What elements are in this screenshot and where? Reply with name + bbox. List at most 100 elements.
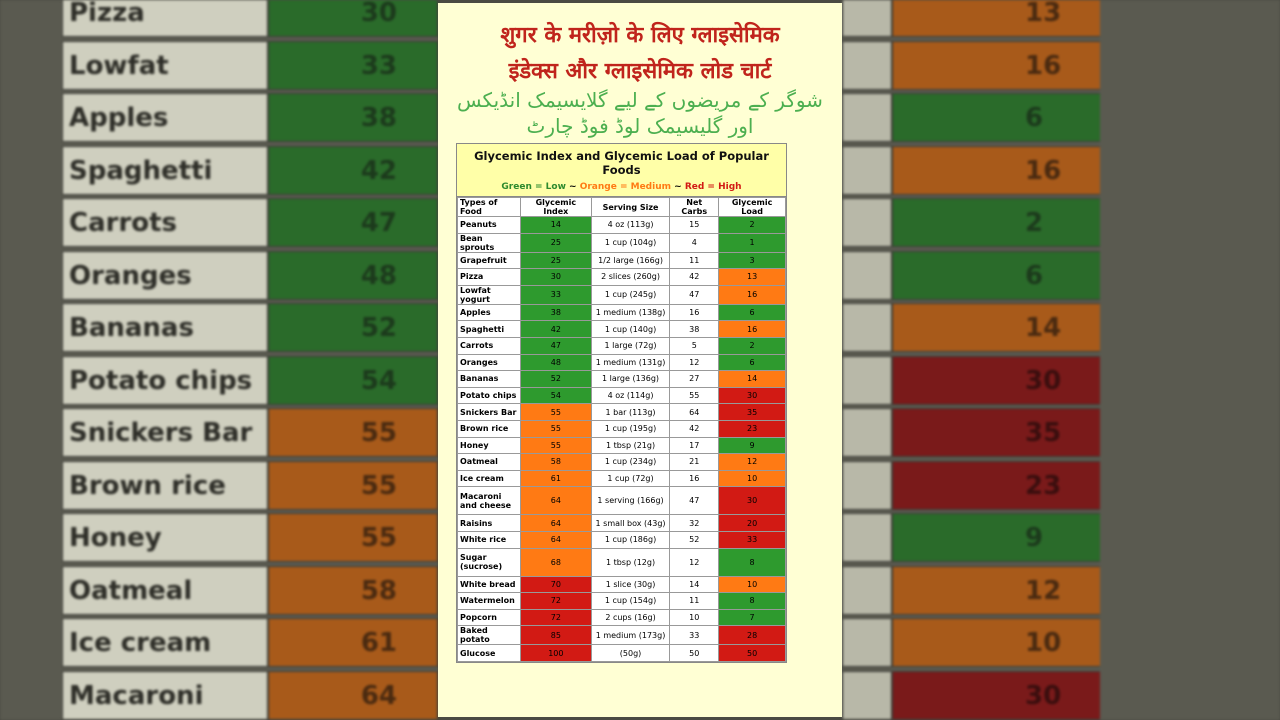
background-gi-value: 38 xyxy=(268,93,438,142)
table-header-row: Types of Food Glycemic Index Serving Siz… xyxy=(457,197,786,217)
table-row: Honey 55 1 tbsp (21g) 17 9 xyxy=(457,436,786,455)
cell-gl: 2 xyxy=(718,216,786,234)
background-row: 35 xyxy=(842,408,1280,458)
cell-carbs: 27 xyxy=(669,370,720,388)
background-row: Oranges 48 xyxy=(0,250,438,301)
legend-separator: ~ xyxy=(671,182,685,192)
cell-gl: 16 xyxy=(718,284,786,305)
cell-serving: 1 cup (186g) xyxy=(590,530,671,549)
cell-gl: 28 xyxy=(718,625,786,646)
urdu-title-line-1: شوگر کے مریضوں کے لیے گلایسیمک انڈیکس xyxy=(457,88,823,112)
cell-food: White bread xyxy=(457,575,521,594)
background-food-name: Oranges xyxy=(62,250,268,300)
background-row: 9 xyxy=(842,513,1280,563)
cell-gi: 72 xyxy=(519,608,592,627)
cell-food: Popcorn xyxy=(457,608,521,627)
background-edge xyxy=(1100,355,1280,405)
cell-serving: 1 cup (104g) xyxy=(590,232,671,253)
cell-gi: 14 xyxy=(519,216,592,234)
table-row: Ice cream 61 1 cup (72g) 16 10 xyxy=(457,469,786,488)
cell-carbs: 16 xyxy=(669,303,720,322)
table-row: Pizza 30 2 slices (260g) 42 13 xyxy=(457,268,786,286)
background-edge xyxy=(1100,408,1280,457)
background-row: Snickers Bar 55 xyxy=(0,408,438,458)
background-edge xyxy=(1100,670,1280,720)
cell-serving: 1 cup (140g) xyxy=(590,320,671,338)
table-row: Lowfat yogurt 33 1 cup (245g) 47 16 xyxy=(457,284,786,305)
table-row: Raisins 64 1 small box (43g) 32 20 xyxy=(457,514,786,532)
table-row: Grapefruit 25 1/2 large (166g) 11 3 xyxy=(457,251,786,270)
background-row: Apples 38 xyxy=(0,93,438,143)
background-row: 30 xyxy=(842,670,1280,720)
cell-carbs: 11 xyxy=(669,592,720,610)
background-row: 6 xyxy=(842,250,1280,301)
cell-carbs: 4 xyxy=(669,232,720,253)
cell-gl: 13 xyxy=(718,268,786,286)
cell-serving: 1 bar (113g) xyxy=(590,403,671,421)
cell-serving: (50g) xyxy=(590,644,671,662)
background-row: 6 xyxy=(842,93,1280,143)
background-edge xyxy=(1100,40,1280,90)
urdu-title-line-2: اور گلیسیمک لوڈ فوڈ چارٹ xyxy=(526,114,754,138)
table-row: Carrots 47 1 large (72g) 5 2 xyxy=(457,336,786,355)
cell-gl: 6 xyxy=(718,303,786,322)
cell-gi: 33 xyxy=(519,284,592,305)
cell-carbs: 47 xyxy=(669,486,720,516)
col-header-gi: Glycemic Index xyxy=(519,197,592,217)
cell-carbs: 12 xyxy=(669,547,720,577)
cell-carbs: 38 xyxy=(669,320,720,338)
background-edge xyxy=(1100,93,1280,142)
table-row: Apples 38 1 medium (138g) 16 6 xyxy=(457,303,786,322)
chart-title: Glycemic Index and Glycemic Load of Popu… xyxy=(457,144,786,179)
table-row: Watermelon 72 1 cup (154g) 11 8 xyxy=(457,592,786,610)
background-row: Oatmeal 58 xyxy=(0,565,438,616)
table-row: White bread 70 1 slice (30g) 14 10 xyxy=(457,575,786,594)
background-row: Bananas 52 xyxy=(0,303,438,353)
cell-gl: 6 xyxy=(718,353,786,372)
cell-gi: 61 xyxy=(519,469,592,488)
background-cell xyxy=(842,303,892,352)
background-edge xyxy=(1100,303,1280,352)
background-row: Spaghetti 42 xyxy=(0,145,438,196)
cell-food: Baked potato xyxy=(457,625,521,646)
background-gi-value: 33 xyxy=(268,40,438,90)
cell-gi: 25 xyxy=(519,251,592,270)
cell-food: Glucose xyxy=(457,644,521,662)
background-gi-value: 30 xyxy=(268,0,438,37)
table-body: Peanuts 14 4 oz (113g) 15 2 Bean sprouts 25 1 c… xyxy=(457,216,786,662)
cell-food: Potato chips xyxy=(457,386,521,405)
cell-gl: 8 xyxy=(718,547,786,577)
background-gi-value: 42 xyxy=(268,145,438,195)
cell-gl: 10 xyxy=(718,575,786,594)
background-row: 13 xyxy=(842,0,1280,38)
cell-gi: 72 xyxy=(519,592,592,610)
cell-food: White rice xyxy=(457,530,521,549)
background-edge xyxy=(1100,460,1280,510)
cell-serving: 1 medium (138g) xyxy=(590,303,671,322)
cell-gi: 70 xyxy=(519,575,592,594)
cell-carbs: 5 xyxy=(669,336,720,355)
col-header-food: Types of Food xyxy=(457,197,521,217)
cell-serving: 1 cup (234g) xyxy=(590,453,671,471)
background-food-name: Spaghetti xyxy=(62,145,268,195)
background-cell xyxy=(842,198,892,247)
table-row: Oranges 48 1 medium (131g) 12 6 xyxy=(457,353,786,372)
cell-food: Grapefruit xyxy=(457,251,521,270)
background-cell xyxy=(842,670,892,720)
table-row: Brown rice 55 1 cup (195g) 42 23 xyxy=(457,419,786,438)
background-food-name: Oatmeal xyxy=(62,565,268,615)
cell-gi: 55 xyxy=(519,403,592,421)
cell-serving: 1 medium (173g) xyxy=(590,625,671,646)
cell-carbs: 52 xyxy=(669,530,720,549)
cell-food: Brown rice xyxy=(457,419,521,438)
cell-gi: 55 xyxy=(519,419,592,438)
background-cell xyxy=(842,355,892,405)
legend-orange: Orange = Medium xyxy=(579,182,671,192)
cell-food: Watermelon xyxy=(457,592,521,610)
glycemic-table: Types of Food Glycemic Index Serving Siz… xyxy=(457,197,786,662)
table-row: Glucose 100 (50g) 50 50 xyxy=(457,644,786,662)
col-header-carbs: Net Carbs xyxy=(669,197,720,217)
background-gi-value: 52 xyxy=(268,303,438,352)
